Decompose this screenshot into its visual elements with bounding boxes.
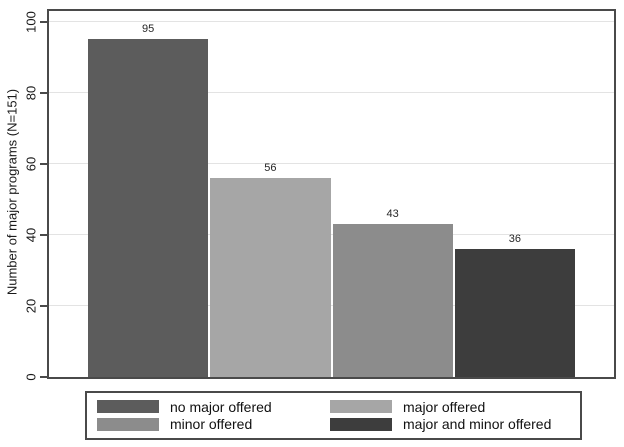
- gridline-40: [49, 234, 614, 236]
- legend-label-no-major-offered: no major offered: [170, 398, 272, 415]
- bar-value-major-offered: 56: [264, 162, 277, 175]
- y-tick-mark-60: [40, 162, 47, 165]
- legend-swatch-major-and-minor-offered: [330, 417, 392, 431]
- legend-swatch-minor-offered: [97, 417, 159, 431]
- bar-no-major-offered: [88, 39, 209, 377]
- legend-item-major-and-minor-offered: major and minor offered: [330, 416, 580, 432]
- bar-value-minor-offered: 43: [386, 208, 399, 221]
- bar-value-major-and-minor-offered: 36: [508, 233, 521, 246]
- bar-major-offered: [210, 178, 331, 377]
- legend-swatch-major-offered: [330, 400, 392, 414]
- y-tick-mark-100: [40, 20, 47, 23]
- gridline-100: [49, 21, 614, 23]
- y-tick-mark-80: [40, 91, 47, 94]
- legend-item-major-offered: major offered: [330, 399, 580, 415]
- plot-inner: 95 56 43 36: [49, 11, 614, 377]
- legend: no major offered major offered minor offer…: [85, 391, 582, 440]
- y-tick-mark-40: [40, 233, 47, 236]
- bar-minor-offered: [332, 224, 453, 377]
- legend-label-minor-offered: minor offered: [170, 416, 253, 433]
- legend-item-minor-offered: minor offered: [97, 416, 330, 432]
- y-tick-label-80: 80: [23, 85, 39, 100]
- legend-item-no-major-offered: no major offered: [97, 399, 330, 415]
- y-tick-label-0: 0: [23, 373, 39, 381]
- y-tick-mark-0: [40, 376, 47, 378]
- bar-value-no-major-offered: 95: [142, 23, 155, 36]
- gridline-60: [49, 163, 614, 165]
- y-tick-label-60: 60: [23, 156, 39, 172]
- bar-major-and-minor-offered: [454, 249, 575, 377]
- gridline-20: [49, 305, 614, 307]
- y-tick-mark-20: [40, 304, 47, 307]
- legend-label-major-offered: major offered: [403, 398, 486, 415]
- y-axis-title: Number of major programs (N=151): [4, 88, 20, 296]
- legend-label-major-and-minor-offered: major and minor offered: [403, 416, 552, 433]
- y-tick-label-100: 100: [23, 10, 39, 33]
- plot-area: 95 56 43 36: [47, 9, 616, 379]
- legend-swatch-no-major-offered: [97, 400, 159, 414]
- y-tick-label-40: 40: [23, 227, 39, 243]
- gridline-80: [49, 92, 614, 94]
- y-tick-label-20: 20: [23, 298, 39, 314]
